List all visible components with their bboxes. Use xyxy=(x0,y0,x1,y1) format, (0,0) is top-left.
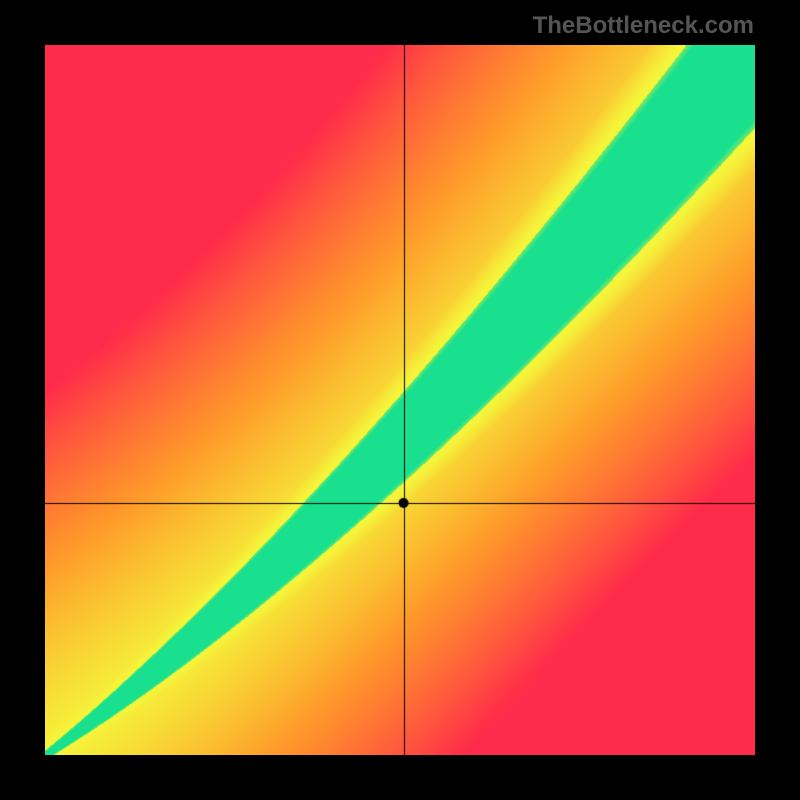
watermark-label: TheBottleneck.com xyxy=(533,12,754,40)
bottleneck-heatmap xyxy=(45,45,755,755)
chart-container: TheBottleneck.com xyxy=(0,0,800,800)
